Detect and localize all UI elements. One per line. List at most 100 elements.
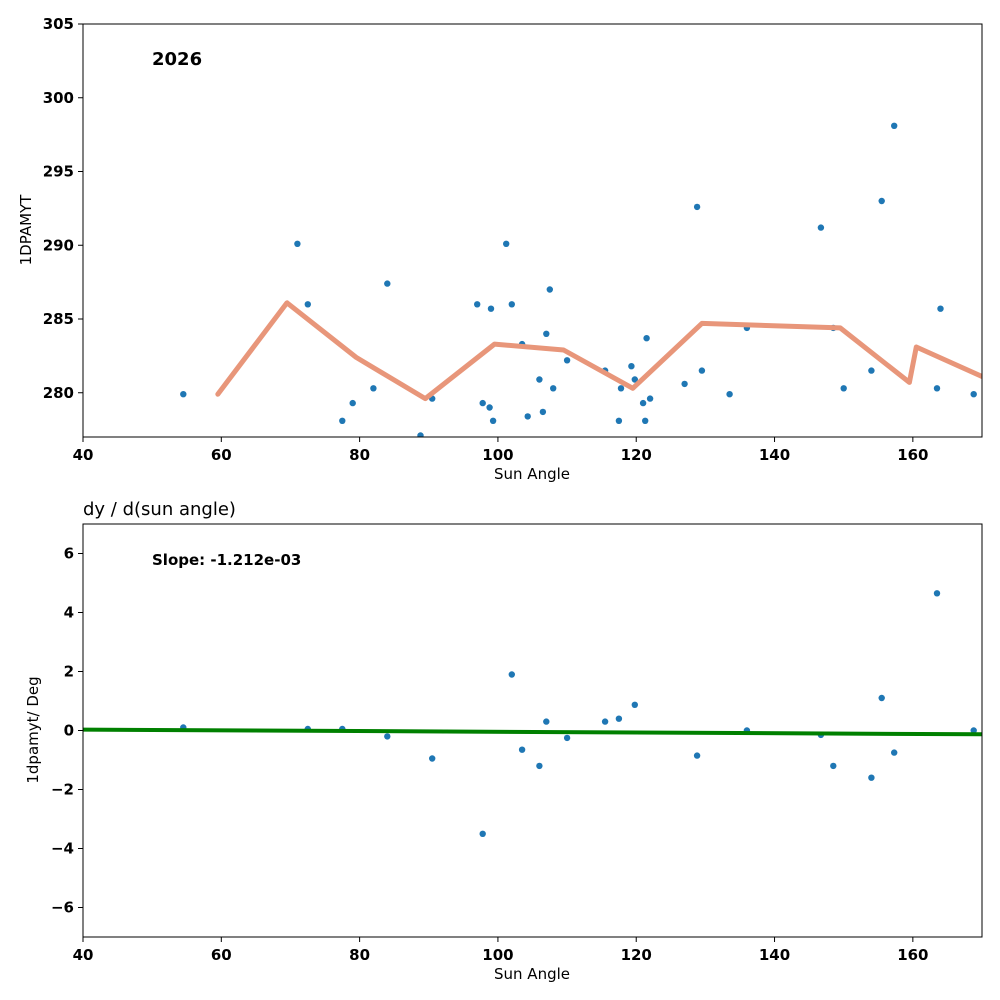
bottom-y-tick-label: 6 [64, 545, 74, 563]
top-data-point [937, 305, 944, 312]
top-data-point [891, 122, 898, 129]
top-data-point [615, 417, 623, 424]
bottom-data-point [693, 752, 701, 759]
top-ticks: 40 60 80 100 120 140 160 280 285 290 295 300 305 [43, 15, 929, 464]
top-x-tick-label: 160 [897, 446, 928, 464]
top-axes-frame [82, 23, 983, 438]
top-y-tick-label: 295 [43, 163, 74, 181]
top-x-tick-label: 100 [482, 446, 513, 464]
bottom-x-tick-label: 120 [621, 946, 652, 964]
top-data-point [370, 385, 377, 392]
top-data-point [617, 385, 625, 392]
bottom-panel: 40 60 80 100 120 140 160 −6 −4 −2 0 2 4 6 dy / d(sun … [24, 499, 983, 983]
top-data-point [508, 301, 515, 308]
top-year-annotation: 2026 [152, 49, 202, 70]
top-data-point [503, 240, 510, 247]
top-data-point [384, 280, 391, 287]
bottom-x-axis-label: Sun Angle [494, 965, 570, 983]
bottom-data-point [536, 762, 543, 770]
top-plot-area [180, 122, 982, 437]
top-data-point [693, 203, 701, 211]
top-data-point [417, 432, 424, 437]
top-data-point [524, 413, 531, 420]
top-data-point [489, 417, 497, 424]
bottom-data-point [543, 718, 550, 725]
top-data-point [349, 399, 356, 407]
bottom-data-point [518, 746, 526, 753]
top-data-point [639, 399, 647, 407]
bottom-x-tick-label: 80 [349, 946, 370, 964]
bottom-data-point [563, 734, 571, 742]
top-data-point [180, 391, 187, 398]
bottom-x-tick-label: 140 [759, 946, 790, 964]
bottom-data-point [479, 830, 486, 837]
bottom-y-axis-label: 1dpamyt/ Deg [24, 676, 42, 783]
top-data-point [698, 367, 706, 374]
top-data-point [642, 417, 649, 424]
top-data-point [878, 197, 885, 205]
top-data-point [487, 305, 495, 312]
bottom-data-point [868, 774, 875, 781]
top-data-point [546, 286, 553, 293]
top-data-point [681, 380, 688, 388]
top-y-tick-label: 285 [43, 310, 74, 328]
top-data-point [646, 395, 654, 402]
bottom-plot-area [83, 590, 982, 837]
top-x-tick-label: 80 [349, 446, 370, 464]
top-data-point [643, 335, 650, 342]
top-data-point [933, 385, 941, 392]
bottom-series-line-fit [83, 727, 982, 737]
bottom-data-point [615, 715, 623, 722]
bottom-data-point [601, 718, 609, 725]
bottom-y-tick-label: −4 [51, 840, 74, 858]
bottom-x-tick-label: 100 [482, 946, 513, 964]
top-data-point [304, 301, 311, 308]
bottom-data-point [631, 701, 638, 708]
top-data-point [486, 404, 493, 411]
top-x-tick-label: 40 [73, 446, 94, 464]
top-data-point [550, 385, 557, 392]
top-data-point [628, 363, 635, 370]
bottom-y-tick-label: 0 [64, 722, 74, 740]
top-data-point [339, 417, 346, 424]
top-y-axis-label: 1DPAMYT [17, 194, 35, 266]
bottom-x-tick-label: 40 [73, 946, 94, 964]
bottom-data-point [830, 762, 837, 770]
bottom-data-point [384, 733, 391, 740]
bottom-data-point [508, 671, 515, 678]
top-x-tick-label: 140 [759, 446, 790, 464]
top-data-point [543, 330, 550, 337]
top-data-point [536, 376, 543, 383]
top-series-line-smoothed [215, 300, 982, 402]
top-data-point [817, 224, 825, 231]
top-data-point [631, 376, 638, 383]
bottom-y-tick-label: 2 [64, 663, 74, 681]
top-x-axis-label: Sun Angle [494, 465, 570, 483]
top-panel: 40 60 80 100 120 140 160 280 285 290 295 300 305 202… [17, 15, 983, 483]
top-y-tick-label: 280 [43, 384, 74, 402]
bottom-x-tick-label: 160 [897, 946, 928, 964]
bottom-data-point [878, 694, 885, 702]
bottom-data-point [891, 749, 898, 756]
top-x-tick-label: 60 [211, 446, 232, 464]
bottom-y-tick-label: −2 [51, 781, 74, 799]
bottom-x-tick-label: 60 [211, 946, 232, 964]
bottom-data-point [429, 755, 436, 762]
top-y-tick-label: 290 [43, 236, 74, 254]
slope-annotation: Slope: -1.212e-03 [152, 551, 301, 569]
bottom-data-point [933, 590, 941, 597]
bottom-y-tick-label: 4 [64, 604, 74, 622]
bottom-y-tick-label: −6 [51, 899, 74, 917]
top-data-point [868, 367, 875, 374]
top-data-point [726, 391, 733, 398]
top-data-point [970, 391, 977, 398]
top-x-tick-label: 120 [621, 446, 652, 464]
top-data-point [539, 408, 547, 416]
top-data-point [479, 399, 486, 407]
top-y-tick-label: 300 [43, 89, 74, 107]
bottom-data-point [970, 727, 977, 734]
top-data-point [563, 357, 571, 364]
top-data-point [840, 385, 847, 392]
